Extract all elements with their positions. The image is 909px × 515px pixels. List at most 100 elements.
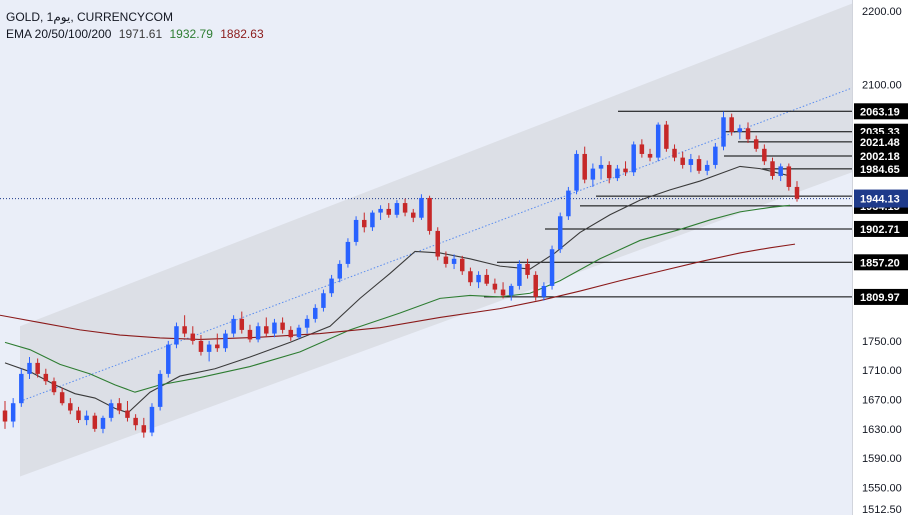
level-label[interactable]: 2021.48 bbox=[854, 133, 908, 150]
candle[interactable] bbox=[647, 148, 653, 162]
candle[interactable] bbox=[786, 163, 792, 191]
candle[interactable] bbox=[125, 401, 130, 422]
candle[interactable] bbox=[174, 322, 179, 349]
candle[interactable] bbox=[321, 289, 326, 312]
candle[interactable] bbox=[239, 311, 245, 334]
candle[interactable] bbox=[770, 157, 775, 180]
candle[interactable] bbox=[280, 317, 285, 334]
candle[interactable] bbox=[386, 203, 391, 218]
candle[interactable] bbox=[296, 324, 302, 340]
candle[interactable] bbox=[631, 141, 636, 176]
candle[interactable] bbox=[255, 322, 261, 343]
candle[interactable] bbox=[149, 403, 155, 437]
candle[interactable] bbox=[468, 267, 473, 286]
candle[interactable] bbox=[92, 412, 98, 432]
candle[interactable] bbox=[566, 186, 571, 220]
candle[interactable] bbox=[10, 398, 16, 428]
candle[interactable] bbox=[133, 414, 138, 431]
candle[interactable] bbox=[68, 398, 73, 415]
candle[interactable] bbox=[615, 164, 620, 182]
candle[interactable] bbox=[664, 120, 669, 152]
candle[interactable] bbox=[574, 150, 579, 195]
candle[interactable] bbox=[337, 260, 343, 283]
candle[interactable] bbox=[166, 340, 171, 378]
candle[interactable] bbox=[272, 318, 277, 338]
candle[interactable] bbox=[76, 406, 81, 423]
candle[interactable] bbox=[590, 163, 596, 187]
current-price-label[interactable]: 1944.13 bbox=[854, 189, 908, 208]
candle[interactable] bbox=[182, 315, 187, 338]
candle[interactable] bbox=[190, 326, 196, 345]
candle[interactable] bbox=[157, 370, 163, 411]
candle[interactable] bbox=[778, 163, 783, 182]
candle[interactable] bbox=[704, 160, 710, 176]
candle[interactable] bbox=[794, 181, 800, 202]
level-label[interactable]: 1984.65 bbox=[854, 160, 908, 177]
candle[interactable] bbox=[402, 198, 408, 217]
ema100-line[interactable] bbox=[0, 243, 796, 340]
candle[interactable] bbox=[672, 144, 677, 162]
candle[interactable] bbox=[304, 315, 310, 334]
candle[interactable] bbox=[419, 194, 424, 220]
candle[interactable] bbox=[737, 124, 743, 140]
candle[interactable] bbox=[345, 238, 351, 268]
candle[interactable] bbox=[264, 317, 269, 338]
candle[interactable] bbox=[100, 415, 106, 434]
candle[interactable] bbox=[223, 329, 228, 352]
ema50-line[interactable] bbox=[4, 204, 791, 393]
candle[interactable] bbox=[688, 153, 694, 173]
candle[interactable] bbox=[411, 208, 416, 223]
candle[interactable] bbox=[353, 216, 359, 246]
candle[interactable] bbox=[27, 357, 32, 380]
candle[interactable] bbox=[19, 368, 24, 407]
candle[interactable] bbox=[108, 399, 114, 422]
candle[interactable] bbox=[451, 254, 457, 270]
candle[interactable] bbox=[745, 122, 751, 143]
candle[interactable] bbox=[378, 205, 383, 220]
candle[interactable] bbox=[313, 304, 318, 323]
candle[interactable] bbox=[508, 283, 514, 301]
candle[interactable] bbox=[557, 212, 563, 253]
candle[interactable] bbox=[696, 155, 702, 174]
candle[interactable] bbox=[753, 135, 759, 152]
level-label[interactable]: 1857.20 bbox=[854, 254, 908, 271]
candle[interactable] bbox=[59, 387, 65, 406]
candle[interactable] bbox=[606, 161, 612, 184]
candle[interactable] bbox=[533, 271, 538, 301]
candle[interactable] bbox=[394, 200, 400, 218]
candle[interactable] bbox=[370, 210, 375, 231]
level-label[interactable]: 2063.19 bbox=[854, 103, 908, 120]
level-label[interactable]: 1902.71 bbox=[854, 220, 908, 237]
candle[interactable] bbox=[492, 278, 498, 294]
candle[interactable] bbox=[655, 122, 661, 162]
candle[interactable] bbox=[443, 251, 449, 268]
candle[interactable] bbox=[247, 324, 253, 343]
candle[interactable] bbox=[43, 368, 49, 385]
candle[interactable] bbox=[117, 398, 122, 415]
candle[interactable] bbox=[598, 156, 604, 180]
candle[interactable] bbox=[362, 212, 367, 233]
candle[interactable] bbox=[427, 195, 432, 235]
candle[interactable] bbox=[231, 315, 236, 338]
candle[interactable] bbox=[484, 269, 489, 286]
candle[interactable] bbox=[435, 227, 440, 261]
candle[interactable] bbox=[476, 271, 481, 289]
candle[interactable] bbox=[198, 335, 204, 356]
candle[interactable] bbox=[215, 333, 220, 352]
candle[interactable] bbox=[639, 139, 645, 158]
candle[interactable] bbox=[762, 144, 767, 165]
candle[interactable] bbox=[525, 258, 530, 279]
candle[interactable] bbox=[206, 340, 212, 362]
candle[interactable] bbox=[713, 142, 718, 169]
candle[interactable] bbox=[35, 358, 40, 378]
candle[interactable] bbox=[729, 113, 734, 136]
candle[interactable] bbox=[500, 282, 506, 299]
candle[interactable] bbox=[51, 377, 57, 396]
candle[interactable] bbox=[549, 245, 555, 290]
candle[interactable] bbox=[329, 274, 334, 297]
level-label[interactable]: 2002.18 bbox=[854, 148, 908, 165]
level-label[interactable]: 1809.97 bbox=[854, 288, 908, 305]
candle[interactable] bbox=[141, 417, 147, 438]
candle[interactable] bbox=[2, 401, 8, 429]
